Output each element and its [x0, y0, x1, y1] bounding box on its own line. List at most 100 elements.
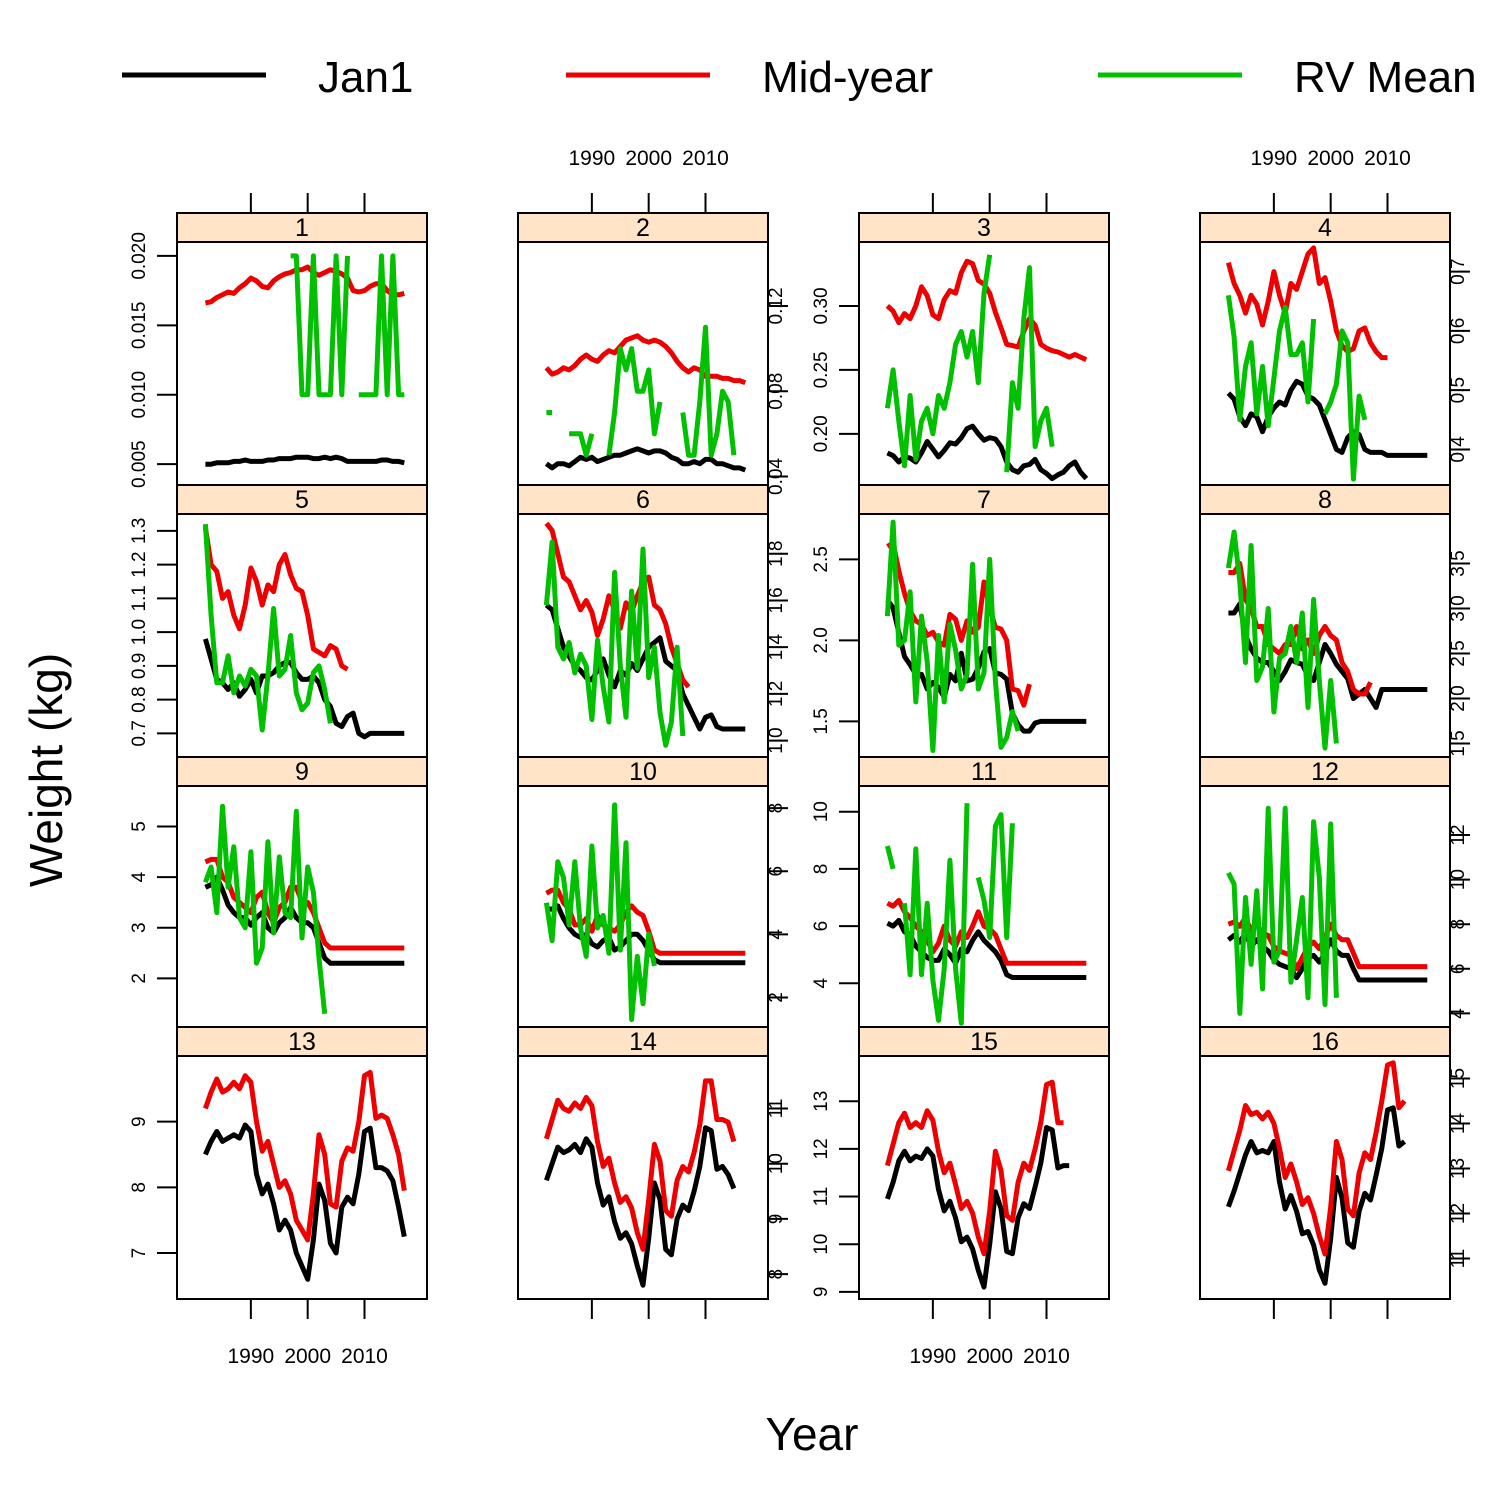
y-tick-label: 8: [1448, 919, 1469, 930]
x-tick-label: 1990: [1251, 147, 1298, 170]
y-tick-label: 0.30: [811, 287, 832, 324]
y-tick-label: 11: [1448, 1249, 1469, 1269]
panel-strip-label: 16: [1311, 1028, 1339, 1056]
panel-strip: [176, 484, 428, 515]
panel-strip-label: 11: [971, 758, 997, 786]
panel-12: 12 4 6 8 10 12: [1199, 756, 1470, 1030]
y-tick-label: 3.0: [1448, 595, 1469, 621]
panel-strip: [517, 484, 769, 515]
x-tick-label: 1990: [569, 147, 616, 170]
y-tick-label: 10: [1448, 869, 1469, 890]
panel-strip-label: 3: [977, 214, 991, 242]
panel-strip: [176, 212, 428, 243]
y-tick-label: 10: [766, 1153, 787, 1174]
y-tick-label: 1.5: [811, 708, 832, 734]
y-tick-label: 8: [811, 864, 832, 875]
y-tick-label: 0.015: [129, 302, 150, 350]
y-tick-label: 6: [811, 921, 832, 932]
y-tick-label: 4: [1448, 1008, 1469, 1019]
y-tick-label: 0.010: [129, 371, 150, 419]
x-tick-label: 2000: [284, 1345, 331, 1368]
panel-16: 16 11 12 13 14 15: [1199, 1026, 1470, 1319]
panel-strip: [176, 756, 428, 787]
x-tick-label: 2010: [682, 147, 729, 170]
y-tick-label: 0.25: [811, 351, 832, 388]
y-tick-label: 0.7: [129, 720, 150, 746]
series-line-jan1: [203, 1122, 407, 1282]
y-tick-label: 6: [1448, 964, 1469, 975]
panel-strip: [1199, 1026, 1451, 1057]
panel-14: 14 8 9 10 11: [517, 1026, 788, 1319]
y-tick-label: 2: [129, 973, 150, 984]
panel-strip-label: 7: [977, 486, 991, 514]
y-tick-label: 1.0: [129, 619, 150, 645]
x-tick-label: 1990: [228, 1345, 275, 1368]
y-tick-label: 4: [811, 978, 832, 989]
y-tick-label: 0.020: [129, 232, 150, 280]
y-tick-label: 1.4: [766, 634, 787, 661]
series-line-mid-year: [884, 1079, 1064, 1257]
y-tick-label: 2.5: [811, 546, 832, 572]
series-line-rv-mean: [884, 519, 1021, 753]
series-line-jan1: [886, 423, 1089, 482]
panel-15: 15 9 10 11 12 13 1990 2000 2010: [811, 1026, 1110, 1368]
legend-label-mid-year: Mid-year: [762, 53, 933, 102]
series-line-rv-mean: [202, 523, 333, 733]
y-tick-label: 0.04: [766, 458, 787, 495]
panel-strip: [517, 756, 769, 787]
y-tick-label: 1.0: [766, 727, 787, 753]
series-line-jan1: [205, 454, 405, 467]
x-axis-title: Year: [766, 1408, 859, 1460]
y-tick-label: 12: [1448, 1203, 1469, 1224]
panel-strip-label: 14: [629, 1028, 657, 1056]
series-line-mid-year: [203, 1069, 407, 1243]
y-tick-label: 8: [766, 1269, 787, 1280]
y-tick-label: 0.9: [129, 653, 150, 679]
series-line-mid-year: [202, 527, 349, 672]
y-tick-label: 2.0: [811, 627, 832, 653]
panel-strip-label: 5: [295, 486, 309, 514]
panel-4: 4 0.4 0.5 0.6 0.7 1990 2000 2010: [1199, 147, 1470, 486]
series-line-mid-year: [544, 333, 747, 386]
panel-strip: [858, 212, 1110, 243]
series-line-rv-mean: [203, 803, 328, 1015]
y-tick-label: 12: [811, 1138, 832, 1159]
series-line-jan1: [202, 638, 405, 740]
y-tick-label: 12: [1448, 824, 1469, 845]
y-axis-title: Weight (kg): [20, 653, 72, 887]
legend-label-rv-mean: RV Mean: [1294, 53, 1477, 102]
legend-label-jan1: Jan1: [318, 53, 413, 102]
series-line-rv-mean: [543, 802, 657, 1022]
panel-frame: [1199, 1055, 1451, 1300]
panel-6: 6 1.0 1.2 1.4 1.6 1.8: [517, 484, 788, 758]
y-tick-label: 2.5: [1448, 640, 1469, 666]
series-line-rv-mean: [1225, 294, 1368, 482]
y-tick-label: 0.08: [766, 373, 787, 410]
y-tick-label: 6: [766, 866, 787, 877]
panel-9: 9 2 3 4 5: [129, 756, 428, 1030]
y-tick-label: 3: [129, 922, 150, 933]
x-tick-label: 2010: [341, 1345, 388, 1368]
y-tick-label: 5: [129, 821, 150, 832]
y-tick-label: 4: [766, 929, 787, 940]
y-tick-label: 1.5: [1448, 730, 1469, 756]
panel-1: 1 0.005 0.010 0.015 0.020: [129, 193, 428, 488]
y-tick-label: 9: [811, 1287, 832, 1298]
panel-strip-label: 4: [1318, 214, 1332, 242]
panel-2: 2 0.04 0.08 0.12 1990 2000 2010: [517, 147, 788, 495]
y-tick-label: 4: [129, 871, 150, 882]
x-tick-label: 2010: [1364, 147, 1411, 170]
series-line-rv-mean: [1226, 805, 1339, 1016]
y-tick-label: 10: [811, 801, 832, 822]
series-line-rv-mean: [884, 254, 1055, 473]
series-line-rv-mean: [1225, 529, 1339, 751]
x-tick-label: 2010: [1023, 1345, 1070, 1368]
panel-7: 7 1.5 2.0 2.5: [811, 484, 1110, 758]
y-tick-label: 13: [811, 1091, 832, 1112]
panel-strip: [517, 212, 769, 243]
panel-strip-label: 15: [970, 1028, 998, 1056]
y-tick-label: 0.12: [766, 287, 787, 324]
panel-10: 10 2 4 6 8: [517, 756, 788, 1030]
panel-frame: [176, 1055, 428, 1300]
